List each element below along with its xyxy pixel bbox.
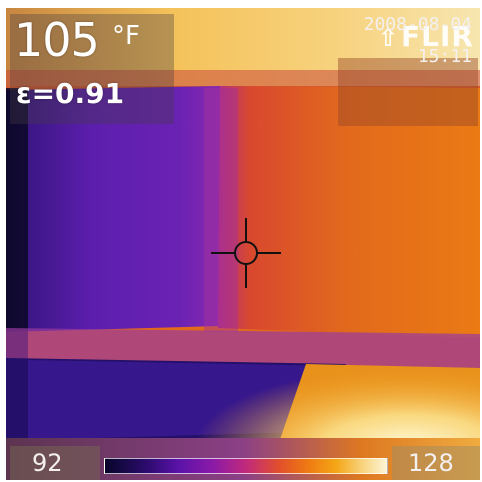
scale-max-panel xyxy=(392,446,480,480)
thermal-image: 105 °F ε=0.91 ⇧FLIR 2008-08-04 15:11 92 … xyxy=(6,8,480,480)
flir-logo: ⇧FLIR xyxy=(378,22,474,53)
scale-min-panel xyxy=(10,446,100,480)
spot-temperature-unit: °F xyxy=(112,21,140,51)
crosshair-icon xyxy=(211,218,281,288)
capture-time: 15:11 xyxy=(417,46,472,67)
scale-max-value: 128 xyxy=(408,449,454,477)
capture-date: 2008-08-04 xyxy=(363,14,472,35)
spot-temperature: 105 xyxy=(14,13,100,67)
emissivity-value: ε=0.91 xyxy=(16,77,125,110)
scale-min-value: 92 xyxy=(32,449,63,477)
thermal-scene xyxy=(6,8,480,480)
color-scale-bar xyxy=(104,458,388,474)
flir-logo-icon: ⇧ xyxy=(377,24,400,52)
spot-readout-panel xyxy=(10,14,174,124)
timestamp-panel xyxy=(338,58,478,126)
flir-logo-text: FLIR xyxy=(401,20,474,53)
